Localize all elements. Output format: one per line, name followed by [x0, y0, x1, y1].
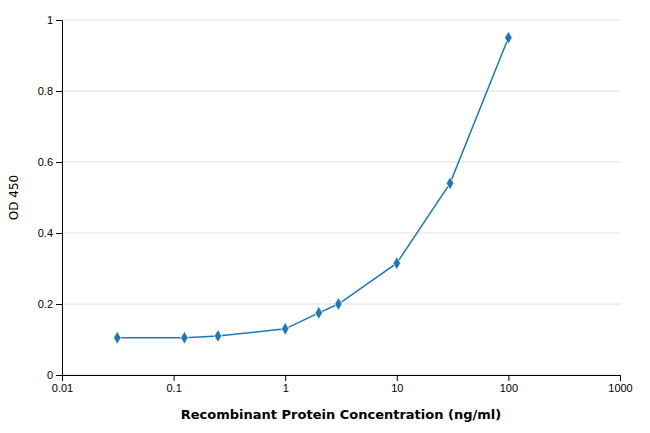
tick: 0.6 — [38, 156, 62, 168]
marker — [281, 322, 289, 335]
tick-mark — [174, 375, 175, 381]
marker — [393, 257, 401, 270]
tick-label: 0 — [47, 369, 53, 381]
marker — [214, 329, 222, 342]
tick: 1000 — [608, 375, 632, 394]
tick: 0 — [47, 369, 62, 381]
axis-line — [56, 21, 63, 376]
plot-area: 0.01 0.1 1 10 100 1000 0 0.2 0.4 0.6 0.8 1 — [38, 14, 633, 394]
tick-mark — [56, 233, 62, 234]
series — [114, 31, 513, 344]
tick: 0.2 — [38, 298, 62, 310]
tick: 0.8 — [38, 85, 62, 97]
tick-mark — [56, 304, 62, 305]
tick-label: 0.4 — [38, 227, 53, 239]
chart: 0.01 0.1 1 10 100 1000 0 0.2 0.4 0.6 0.8 1 Recombina… — [0, 0, 650, 433]
tick: 1 — [47, 14, 62, 26]
tick: 1 — [283, 375, 289, 394]
tick-label: 1 — [47, 14, 53, 26]
tick: 0.4 — [38, 227, 62, 239]
marker — [505, 31, 513, 44]
grid-line — [62, 91, 620, 92]
tick-mark — [285, 375, 286, 381]
tick-mark — [508, 375, 509, 381]
tick-label: 0.8 — [38, 85, 53, 97]
x-axis: 0.01 0.1 1 10 100 1000 — [52, 375, 633, 394]
tick-mark — [620, 375, 621, 381]
tick-label: 0.6 — [38, 156, 53, 168]
marker — [446, 177, 454, 190]
tick-label: 0.1 — [166, 382, 181, 394]
y-axis-title: OD 450 — [7, 175, 21, 220]
tick-mark — [56, 375, 62, 376]
marker — [181, 331, 189, 344]
tick-label: 0.01 — [52, 382, 73, 394]
tick: 100 — [500, 375, 518, 394]
axis-line — [63, 376, 621, 382]
tick-mark — [397, 375, 398, 381]
tick-label: 1000 — [608, 382, 632, 394]
tick-label: 100 — [500, 382, 518, 394]
tick: 0.01 — [52, 375, 73, 394]
tick: 10 — [391, 375, 403, 394]
grid-line — [62, 20, 620, 21]
tick-label: 10 — [391, 382, 403, 394]
grid-line — [62, 233, 620, 234]
tick-label: 1 — [283, 382, 289, 394]
x-axis-title: Recombinant Protein Concentration (ng/ml… — [181, 407, 501, 422]
tick-label: 0.2 — [38, 298, 53, 310]
line — [117, 38, 508, 338]
grid — [62, 20, 620, 375]
tick-mark — [56, 91, 62, 92]
tick: 0.1 — [166, 375, 181, 394]
tick-mark — [56, 162, 62, 163]
y-axis: 0 0.2 0.4 0.6 0.8 1 — [38, 14, 63, 381]
marker — [114, 331, 122, 344]
grid-line — [62, 162, 620, 163]
marker — [315, 306, 323, 319]
marker — [335, 297, 343, 310]
tick-mark — [56, 20, 62, 21]
